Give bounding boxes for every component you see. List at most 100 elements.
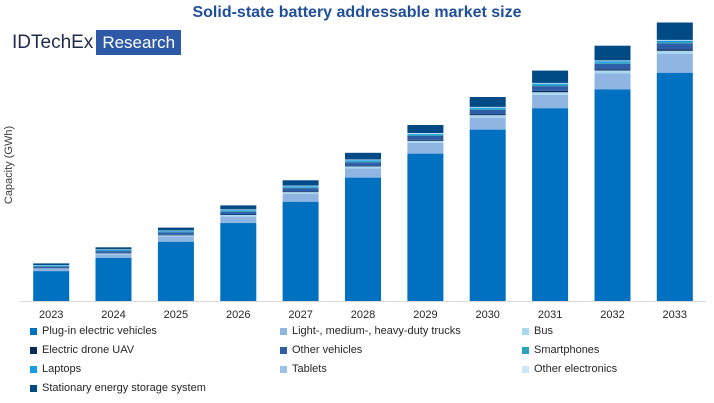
legend-item: Tablets — [280, 360, 522, 378]
x-tick-label: 2027 — [288, 309, 312, 321]
legend-item: Plug-in electric vehicles — [30, 322, 280, 340]
legend-label: Laptops — [42, 363, 82, 375]
bar-segment-2030-2 — [469, 115, 506, 118]
bar-segment-2028-0 — [345, 177, 381, 301]
bar-segment-2024-4 — [95, 251, 132, 254]
bar-segment-2033-5 — [656, 42, 693, 44]
bar-segment-2025-1 — [157, 236, 194, 242]
x-tick-label: 2031 — [538, 309, 562, 321]
bar-segment-2027-3 — [282, 191, 319, 193]
legend-item: Other electronics — [522, 360, 710, 378]
x-tick-label: 2024 — [101, 309, 125, 321]
bar-segment-2025-2 — [157, 235, 194, 237]
legend-label: Light-, medium-, heavy-duty trucks — [292, 325, 461, 337]
bar-segment-2032-1 — [594, 73, 631, 90]
bar-segment-2033-2 — [656, 50, 693, 54]
bar-segment-2027-4 — [282, 188, 319, 192]
bar-segment-2030-3 — [469, 114, 506, 116]
bar-segment-2023-4 — [33, 266, 70, 269]
bar-segment-2027-0 — [282, 201, 319, 301]
bar-segment-2030-4 — [469, 109, 506, 115]
x-tick-label: 2028 — [351, 309, 375, 321]
legend-swatch — [280, 346, 287, 354]
legend-label: Other electronics — [534, 363, 618, 375]
bar-segment-2030-9 — [469, 97, 506, 107]
bar-segment-2032-5 — [594, 62, 631, 64]
bar-segment-2031-1 — [532, 94, 569, 109]
bar-segment-2026-3 — [220, 214, 257, 215]
bar-segment-2028-6 — [345, 160, 381, 162]
legend-item: Stationary energy storage system — [30, 379, 280, 397]
bar-segment-2033-6 — [656, 40, 693, 42]
bar-segment-2026-4 — [220, 211, 257, 215]
bar-segment-2025-6 — [157, 231, 194, 232]
bar-segment-2026-5 — [220, 211, 257, 212]
legend-item: Bus — [522, 322, 710, 340]
bar-segment-2029-7 — [407, 133, 444, 134]
bar-segment-2028-3 — [345, 165, 381, 167]
bar-segment-2033-0 — [656, 72, 693, 301]
legend-swatch — [522, 327, 529, 335]
bar-segment-2029-6 — [407, 133, 444, 135]
bar-segment-2023-9 — [33, 263, 70, 265]
legend-item: Smartphones — [522, 341, 710, 359]
bar-segment-2026-6 — [220, 210, 257, 211]
bar-segment-2023-6 — [33, 265, 70, 266]
bar-segment-2025-9 — [157, 227, 194, 231]
bar-segment-2029-9 — [407, 125, 444, 133]
legend-label: Electric drone UAV — [42, 344, 135, 356]
bar-segment-2032-7 — [594, 60, 631, 62]
bar-segment-2029-0 — [407, 153, 444, 301]
idtechex-logo: IDTechEx Research — [12, 30, 182, 55]
x-tick-label: 2030 — [475, 309, 499, 321]
bar-segment-2032-3 — [594, 69, 631, 71]
bar-segment-2032-2 — [594, 70, 631, 74]
legend-label: Smartphones — [534, 344, 600, 356]
legend-swatch — [522, 365, 529, 373]
x-tick-label: 2025 — [164, 309, 188, 321]
bar-segment-2028-7 — [345, 159, 381, 161]
bar-segment-2023-5 — [33, 266, 70, 267]
bar-segment-2027-2 — [282, 192, 319, 194]
legend-label: Bus — [534, 325, 553, 337]
bar-segment-2031-5 — [532, 84, 569, 86]
bar-segment-2024-9 — [95, 247, 132, 250]
chart-legend: Plug-in electric vehicles Light-, medium-… — [30, 322, 710, 397]
bar-segment-2031-0 — [532, 108, 569, 301]
legend-swatch — [30, 346, 37, 354]
bar-segment-2033-7 — [656, 40, 693, 41]
bar-segment-2023-0 — [33, 271, 70, 301]
bar-segment-2024-5 — [95, 250, 132, 251]
bar-segment-2026-7 — [220, 209, 257, 211]
bar-segment-2026-0 — [220, 223, 257, 301]
bar-segment-2033-9 — [656, 22, 693, 40]
legend-swatch — [522, 346, 529, 354]
bar-segment-2025-5 — [157, 231, 194, 233]
legend-item: Laptops — [30, 360, 280, 378]
legend-label: Other vehicles — [292, 344, 363, 356]
legend-swatch — [30, 327, 37, 335]
bar-segment-2032-9 — [594, 45, 631, 61]
x-tick-label: 2029 — [413, 309, 437, 321]
x-tick-label: 2033 — [663, 309, 687, 321]
bar-segment-2026-1 — [220, 216, 257, 224]
bar-segment-2028-5 — [345, 161, 381, 163]
bar-segment-2031-7 — [532, 83, 569, 84]
bar-segment-2024-6 — [95, 250, 132, 251]
bar-segment-2033-4 — [656, 43, 693, 50]
bar-segment-2024-2 — [95, 253, 132, 255]
bar-segment-2032-6 — [594, 61, 631, 63]
bar-segment-2026-2 — [220, 215, 257, 217]
bar-segment-2031-9 — [532, 70, 569, 83]
bar-segment-2032-0 — [594, 89, 631, 301]
legend-item: Light-, medium-, heavy-duty trucks — [280, 322, 522, 340]
bar-segment-2030-5 — [469, 108, 506, 110]
bar-segment-2033-3 — [656, 49, 693, 51]
bar-segment-2031-2 — [532, 92, 569, 95]
logo-brand-text: IDTechEx — [12, 32, 94, 53]
bar-segment-2027-7 — [282, 185, 319, 187]
bar-segment-2027-1 — [282, 193, 319, 202]
legend-item: Other vehicles — [280, 341, 522, 359]
bar-segment-2028-1 — [345, 168, 381, 178]
x-tick-label: 2032 — [600, 309, 624, 321]
